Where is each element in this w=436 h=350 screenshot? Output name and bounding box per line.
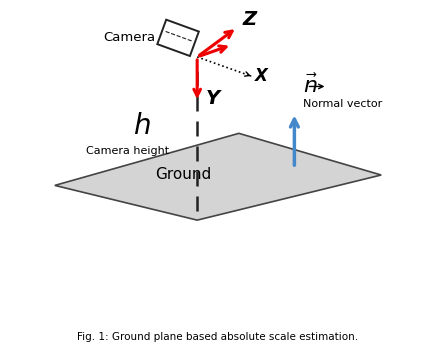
Text: Y: Y: [206, 89, 220, 108]
Text: Fig. 1: Ground plane based absolute scale estimation.: Fig. 1: Ground plane based absolute scal…: [78, 332, 358, 342]
Text: Camera height: Camera height: [86, 146, 169, 156]
Polygon shape: [55, 133, 381, 220]
Text: Normal vector: Normal vector: [303, 99, 382, 109]
Text: Ground: Ground: [155, 168, 211, 182]
Text: Camera: Camera: [103, 32, 156, 44]
Text: $h$: $h$: [133, 113, 150, 140]
Polygon shape: [157, 20, 199, 56]
Text: $\vec{n}$: $\vec{n}$: [303, 75, 318, 98]
Text: X: X: [255, 67, 267, 85]
Text: Z: Z: [242, 10, 256, 29]
